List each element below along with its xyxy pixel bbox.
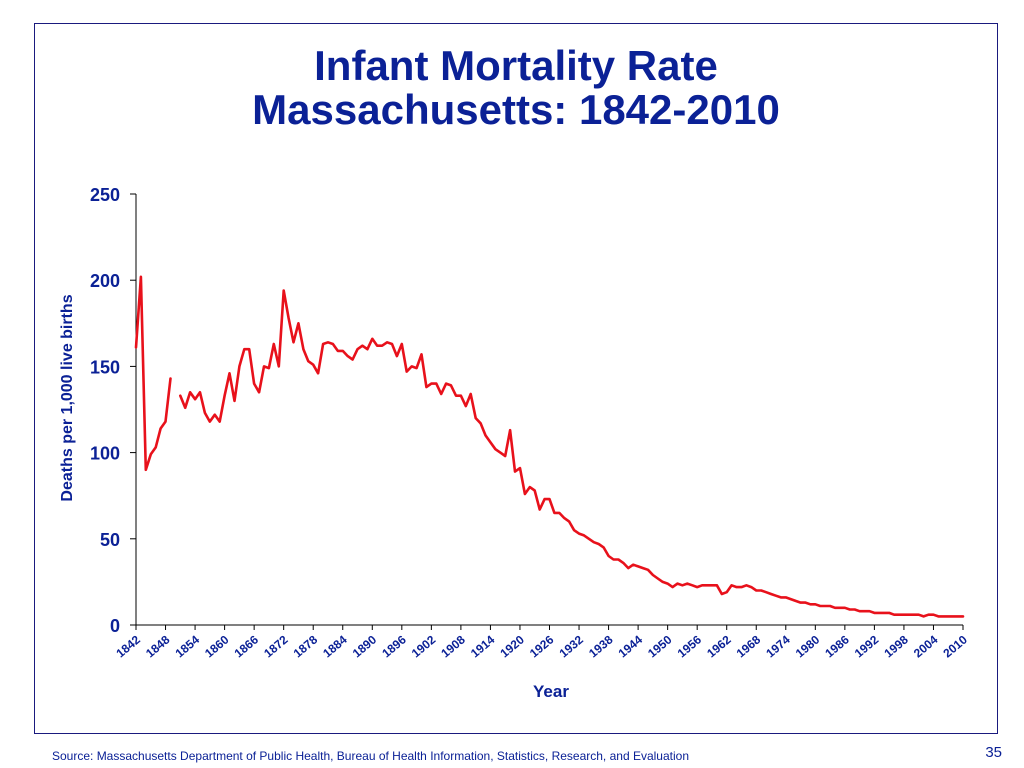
x-tick-label: 1866 bbox=[232, 632, 262, 660]
x-tick-label: 1908 bbox=[438, 632, 468, 660]
y-tick-label: 100 bbox=[90, 444, 120, 464]
y-tick-label: 200 bbox=[90, 271, 120, 291]
slide-title-line-2: Massachusetts: 1842-2010 bbox=[252, 86, 780, 133]
x-tick-label: 1974 bbox=[763, 632, 793, 660]
page-number: 35 bbox=[985, 744, 1002, 761]
x-tick-label: 1950 bbox=[645, 632, 675, 660]
x-tick-label: 2004 bbox=[911, 632, 941, 660]
x-tick-label: 1968 bbox=[734, 632, 764, 660]
x-tick-label: 1860 bbox=[202, 632, 232, 660]
x-tick-label: 1926 bbox=[527, 632, 557, 660]
x-axis-label: Year bbox=[533, 682, 569, 701]
x-tick-label: 1956 bbox=[675, 632, 705, 660]
x-axis: 1842 1848 1854 1860 1866 1872 1878 1884 1890 1896… bbox=[113, 624, 970, 660]
x-tick-label: 1932 bbox=[557, 632, 587, 660]
x-tick-label: 1986 bbox=[822, 632, 852, 660]
x-tick-label: 1884 bbox=[320, 632, 350, 660]
y-axis: 0 50 100 150 200 250 bbox=[90, 185, 137, 636]
x-tick-label: 1962 bbox=[704, 632, 734, 660]
series-line-segment bbox=[179, 289, 965, 618]
slide-title-line-1: Infant Mortality Rate bbox=[314, 42, 718, 89]
y-axis-label: Deaths per 1,000 live births bbox=[59, 294, 76, 501]
x-tick-label: 1938 bbox=[586, 632, 616, 660]
x-tick-label: 1872 bbox=[261, 632, 291, 660]
y-tick-label: 0 bbox=[110, 616, 120, 636]
x-tick-label: 1944 bbox=[616, 632, 646, 660]
series-line-segment bbox=[134, 275, 172, 472]
y-tick-label: 250 bbox=[90, 185, 120, 205]
x-tick-label: 1920 bbox=[497, 632, 527, 660]
x-tick-label: 1890 bbox=[350, 632, 380, 660]
x-tick-label: 1854 bbox=[173, 632, 203, 660]
x-tick-label: 1980 bbox=[793, 632, 823, 660]
y-tick-label: 50 bbox=[100, 530, 120, 550]
y-tick-label: 150 bbox=[90, 357, 120, 377]
series-group bbox=[134, 275, 965, 618]
slide-frame bbox=[34, 23, 998, 734]
x-tick-label: 1842 bbox=[113, 632, 143, 660]
x-tick-label: 1896 bbox=[379, 632, 409, 660]
x-tick-label: 1914 bbox=[468, 632, 498, 660]
x-tick-label: 1878 bbox=[291, 632, 321, 660]
x-tick-label: 1992 bbox=[852, 632, 882, 660]
x-tick-label: 1848 bbox=[143, 632, 173, 660]
x-tick-label: 1902 bbox=[409, 632, 439, 660]
source-note: Source: Massachusetts Department of Publ… bbox=[52, 749, 689, 763]
x-tick-label: 2010 bbox=[940, 632, 970, 660]
x-tick-label: 1998 bbox=[881, 632, 911, 660]
